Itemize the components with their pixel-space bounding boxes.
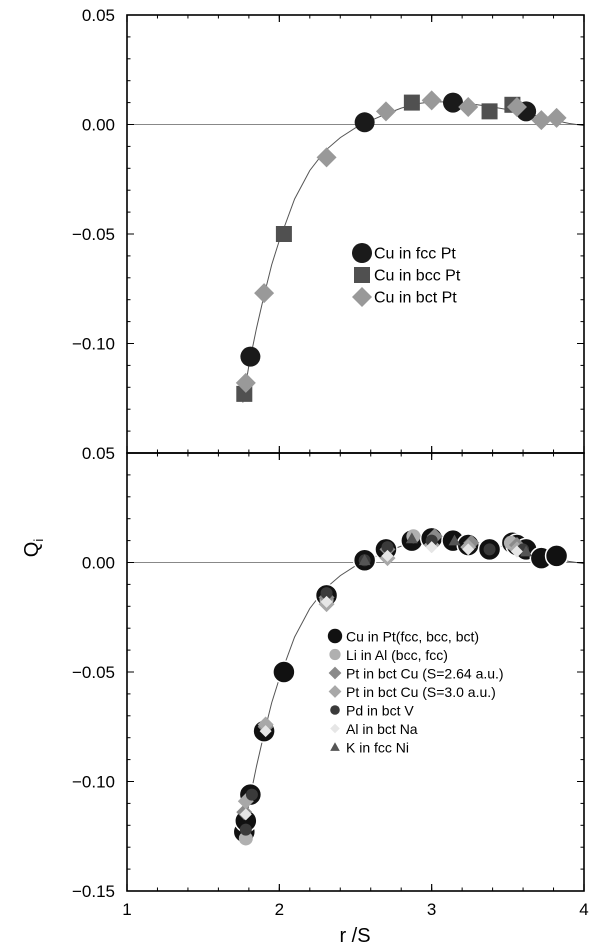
data-point xyxy=(403,94,420,111)
legend-label: Cu in fcc Pt xyxy=(374,246,456,263)
data-point xyxy=(259,725,272,738)
data-point xyxy=(275,226,292,242)
legend-label: Li in Al (bcc, fcc) xyxy=(346,647,448,663)
y-axis-label-main: Q xyxy=(21,542,43,558)
data-point xyxy=(405,532,418,544)
data-point xyxy=(520,545,533,557)
legend-label: Pt in bct Cu (S=2.64 a.u.) xyxy=(346,666,504,682)
data-point xyxy=(316,147,337,168)
y-tick-label: −0.15 xyxy=(72,882,115,901)
x-axis-label: r /S xyxy=(339,925,370,947)
data-point xyxy=(544,544,569,568)
data-point xyxy=(462,543,475,556)
data-point xyxy=(358,554,371,566)
legend-marker xyxy=(352,287,372,307)
data-point xyxy=(531,110,552,131)
data-point xyxy=(375,101,396,122)
plot-frame xyxy=(126,452,585,892)
data-point xyxy=(546,107,567,128)
bottom-panel: 0.05 0.00 −0.05 −0.10 −0.15 1 2 3 4 Cu in Pt(fcc,… xyxy=(72,444,589,919)
legend: Cu in Pt(fcc, bcc, bct) Li in Al (bcc, fc… xyxy=(327,628,504,756)
legend: Cu in fcc Pt Cu in bcc Pt Cu in bct Pt xyxy=(352,243,461,307)
data-point xyxy=(442,92,463,113)
data-point xyxy=(245,788,258,801)
x-tick-label: 4 xyxy=(579,900,588,919)
data-point xyxy=(257,716,274,733)
legend-marker xyxy=(328,685,342,698)
legend-label: Cu in bct Pt xyxy=(374,290,457,307)
data-point xyxy=(421,90,442,111)
data-point xyxy=(272,660,296,684)
y-tick-label: 0.05 xyxy=(82,6,115,25)
legend-marker xyxy=(329,648,341,661)
data-point xyxy=(506,96,527,117)
legend-marker xyxy=(327,628,343,644)
data-point xyxy=(235,372,256,393)
data-point xyxy=(510,545,523,558)
x-tick-label: 3 xyxy=(427,900,436,919)
x-tick-label: 2 xyxy=(275,900,284,919)
plot-frame xyxy=(126,14,585,454)
y-tick-label: −0.10 xyxy=(72,773,115,792)
data-point xyxy=(448,534,461,546)
legend-label: Cu in bcc Pt xyxy=(374,268,461,285)
data-point xyxy=(425,534,438,547)
data-point xyxy=(483,543,496,556)
legend-label: K in fcc Ni xyxy=(346,740,409,756)
data-point xyxy=(240,346,261,367)
legend-marker xyxy=(354,267,370,283)
y-tick-label: 0.00 xyxy=(82,116,115,135)
data-point xyxy=(320,587,333,600)
top-panel: 0.05 0.00 −0.05 −0.10 Cu in fcc Pt Cu in bcc … xyxy=(72,6,585,454)
data-point xyxy=(320,595,333,608)
legend-label: Cu in Pt(fcc, bcc, bct) xyxy=(346,629,479,645)
data-point xyxy=(354,112,375,133)
legend-marker xyxy=(330,723,340,734)
y-axis-label-subscript: i xyxy=(31,539,46,542)
y-axis-label: Qi xyxy=(21,539,46,558)
data-point xyxy=(381,549,394,562)
data-point xyxy=(481,103,498,120)
data-point xyxy=(254,283,275,304)
data-point xyxy=(458,96,479,117)
legend-label: Pd in bct V xyxy=(346,703,414,719)
legend-marker xyxy=(328,666,342,680)
y-tick-label: −0.05 xyxy=(72,225,115,244)
data-point xyxy=(239,808,252,821)
data-point xyxy=(239,823,252,836)
y-tick-label: −0.10 xyxy=(72,335,115,354)
y-tick-label: 0.05 xyxy=(82,444,115,463)
data-point xyxy=(238,831,253,846)
y-tick-label: −0.05 xyxy=(72,663,115,682)
legend-marker xyxy=(352,243,372,263)
y-tick-label: 0.00 xyxy=(82,554,115,573)
x-tick-label: 1 xyxy=(122,900,131,919)
legend-label: Al in bct Na xyxy=(346,721,418,737)
legend-marker xyxy=(330,742,340,751)
data-point xyxy=(381,541,394,554)
legend-marker xyxy=(330,705,340,715)
legend-label: Pt in bct Cu (S=3.0 a.u.) xyxy=(346,684,496,700)
data-point xyxy=(425,541,438,554)
